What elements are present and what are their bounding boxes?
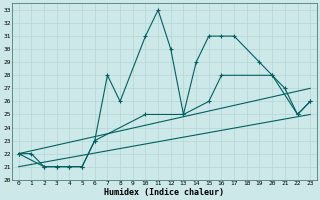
X-axis label: Humidex (Indice chaleur): Humidex (Indice chaleur) (104, 188, 224, 197)
